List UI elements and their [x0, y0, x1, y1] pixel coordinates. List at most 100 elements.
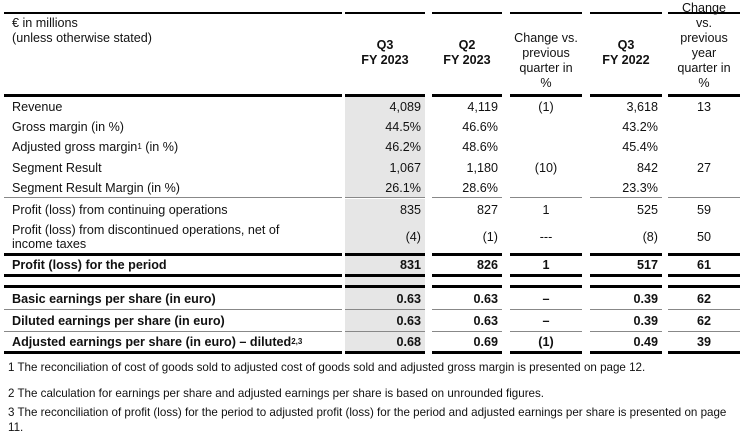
row-value: [668, 178, 740, 198]
row-value: 827: [476, 202, 498, 217]
unit-line-2: (unless otherwise stated): [12, 31, 152, 45]
row-value: 43.2%: [622, 120, 658, 134]
row-label-text: Adjusted gross margin: [12, 140, 138, 154]
row-value: 1: [510, 256, 582, 277]
column-header: Change vs. previous year quarter in %: [668, 1, 740, 97]
row-value: 46.6%: [462, 120, 498, 134]
row-value: [668, 277, 740, 288]
row-value: [345, 277, 425, 288]
row-value: 0.39: [590, 288, 662, 310]
row-label: Segment Result: [4, 157, 342, 178]
footnote-ref: 1: [137, 142, 142, 151]
column-header-line: FY 2022: [602, 53, 650, 67]
row-label: Adjusted earnings per share (in euro) – …: [4, 332, 342, 354]
column-header-text: Change vs. previous quarter in %: [514, 31, 578, 90]
row-value: [668, 117, 740, 137]
row-label-text: Diluted earnings per share (in euro): [12, 313, 225, 328]
row-label: Profit (loss) from discontinued operatio…: [4, 220, 342, 256]
row-value: 44.5%: [345, 117, 425, 137]
row-value: 50: [668, 220, 740, 256]
row-label-text: Adjusted earnings per share (in euro) – …: [12, 334, 292, 349]
row-value: –: [510, 310, 582, 332]
row-label: Segment Result Margin (in %): [4, 178, 342, 198]
row-value: (4): [345, 220, 425, 256]
row-value: [432, 277, 502, 288]
row-value: ---: [510, 220, 582, 256]
row-value: (1): [432, 220, 502, 256]
row-label-text: Gross margin (in %): [12, 120, 124, 134]
row-value: 1,180: [466, 160, 498, 175]
column-header: Change vs. previous quarter in %: [510, 12, 582, 97]
row-value: 4,089: [345, 97, 425, 117]
row-value: [510, 137, 582, 157]
column-header-text: Change vs. previous year quarter in %: [677, 1, 731, 90]
row-label: [4, 277, 342, 288]
row-label-text: Basic earnings per share (in euro): [12, 291, 216, 306]
row-value: 4,119: [467, 100, 498, 114]
row-value: 0.63: [432, 288, 502, 310]
row-value: (1): [538, 100, 554, 114]
row-value: 525: [636, 202, 658, 217]
row-label-suffix: (in %): [141, 140, 179, 154]
row-value: 48.6%: [462, 140, 498, 154]
row-label: Diluted earnings per share (in euro): [4, 310, 342, 332]
row-label: Adjusted gross margin 1 (in %): [4, 137, 342, 157]
row-value: 62: [668, 288, 740, 310]
column-header-line: Q2: [458, 38, 476, 52]
row-value: 59: [696, 202, 711, 217]
row-value: 0.49: [590, 332, 662, 354]
column-header: Q3 FY 2023: [345, 12, 425, 97]
row-value: [668, 137, 740, 157]
row-value: 835: [345, 199, 425, 220]
unit-line-1: € in millions: [12, 16, 78, 30]
row-value: 0.39: [590, 310, 662, 332]
row-value: 517: [590, 256, 662, 277]
column-header-line: FY 2023: [443, 53, 491, 67]
row-label-text: Segment Result: [12, 160, 102, 175]
row-value: 3,618: [626, 100, 658, 114]
row-value: [510, 178, 582, 198]
row-value: 1: [542, 202, 550, 217]
column-header: Q3 FY 2022: [590, 12, 662, 97]
row-value: 831: [345, 256, 425, 277]
row-value: 61: [668, 256, 740, 277]
row-value: [590, 277, 662, 288]
row-value: 0.69: [432, 332, 502, 354]
column-header-line: FY 2023: [361, 53, 409, 67]
row-value: 23.3%: [590, 178, 662, 198]
row-label: Revenue: [4, 97, 342, 117]
row-value: (10): [534, 160, 558, 175]
row-value: [510, 117, 582, 137]
row-value: 0.68: [345, 332, 425, 354]
row-value: 13: [696, 100, 711, 114]
row-value: 45.4%: [622, 140, 658, 154]
row-label-text: Profit (loss) from discontinued operatio…: [12, 222, 280, 251]
row-value: 46.2%: [345, 137, 425, 157]
row-value: –: [510, 288, 582, 310]
row-value: 842: [636, 160, 658, 175]
row-value: 0.63: [345, 310, 425, 332]
footnote: 2 The calculation for earnings per share…: [8, 387, 545, 400]
row-label-text: Profit (loss) for the period: [12, 258, 167, 272]
footnote: 3 The reconciliation of profit (loss) fo…: [8, 406, 727, 434]
row-value: 27: [696, 160, 711, 175]
header-unit-label: € in millions (unless otherwise stated): [4, 12, 342, 97]
row-label: Profit (loss) from continuing operations: [4, 199, 342, 220]
footnote: 1 The reconciliation of cost of goods so…: [8, 361, 646, 374]
row-label: Basic earnings per share (in euro): [4, 288, 342, 310]
row-value: (1): [510, 332, 582, 354]
row-label-text: Segment Result Margin (in %): [12, 180, 180, 195]
row-value: 0.63: [432, 310, 502, 332]
row-label-text: Profit (loss) from continuing operations: [12, 202, 228, 217]
row-value: 62: [668, 310, 740, 332]
row-value: 826: [432, 256, 502, 277]
row-value: 26.1%: [345, 178, 425, 198]
row-value: 28.6%: [432, 178, 502, 198]
row-value: [510, 277, 582, 288]
row-label: Gross margin (in %): [4, 117, 342, 137]
row-value: 39: [668, 332, 740, 354]
column-header-line: Q3: [376, 38, 394, 52]
row-value: 0.63: [345, 288, 425, 310]
row-label: Profit (loss) for the period: [4, 256, 342, 277]
row-label-text: Revenue: [12, 100, 63, 114]
